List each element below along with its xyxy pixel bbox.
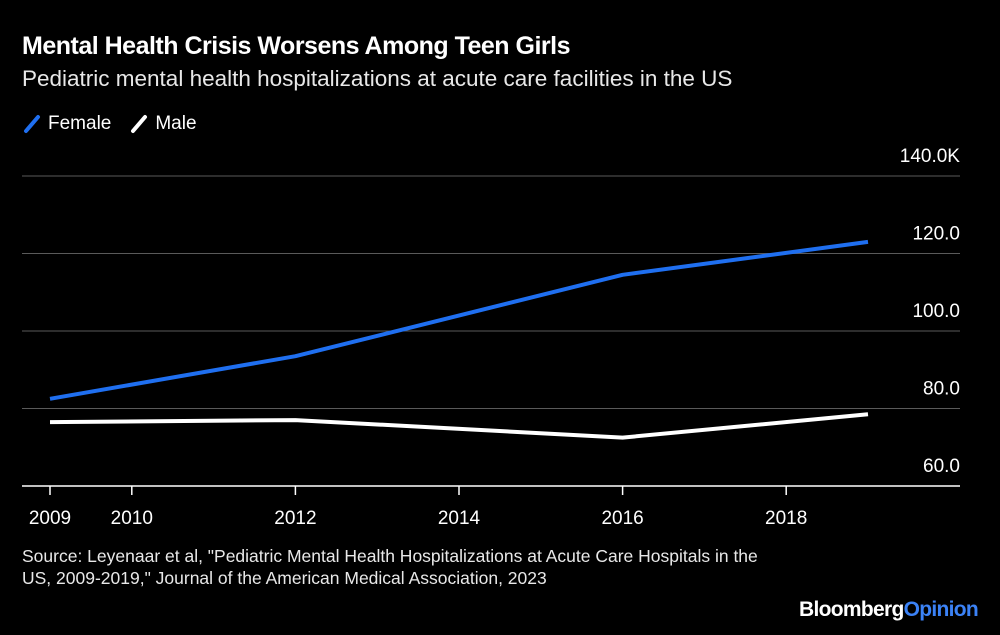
y-tick-label: 60.0 xyxy=(923,456,960,477)
chart-subtitle: Pediatric mental health hospitalizations… xyxy=(22,66,733,91)
x-tick-label: 2012 xyxy=(274,508,316,529)
brand-name: Bloomberg xyxy=(799,598,904,621)
series-line-female xyxy=(49,239,869,401)
y-tick-label: 100.0 xyxy=(912,301,960,322)
x-tick-label: 2009 xyxy=(29,508,71,529)
legend-label-male: Male xyxy=(155,113,197,134)
x-tick-label: 2016 xyxy=(601,508,643,529)
y-tick-label: 140.0K xyxy=(900,146,961,167)
source-note: Source: Leyenaar et al, "Pediatric Menta… xyxy=(22,546,758,588)
x-tick-label: 2010 xyxy=(111,508,153,529)
brand-suffix: Opinion xyxy=(903,598,979,621)
chart-title: Mental Health Crisis Worsens Among Teen … xyxy=(22,32,571,60)
female-swatch-icon xyxy=(24,115,40,133)
male-swatch-icon xyxy=(131,115,148,133)
legend: Female Male xyxy=(22,113,215,135)
legend-item-female: Female xyxy=(22,113,111,135)
brand-logo: BloombergOpinion xyxy=(799,598,979,622)
legend-label-female: Female xyxy=(48,113,112,134)
series-line-male xyxy=(49,412,869,440)
y-tick-label: 80.0 xyxy=(923,379,960,400)
legend-item-male: Male xyxy=(129,113,197,135)
x-tick-label: 2014 xyxy=(438,508,481,529)
x-tick-label: 2018 xyxy=(765,508,807,529)
y-tick-label: 120.0 xyxy=(912,224,960,245)
